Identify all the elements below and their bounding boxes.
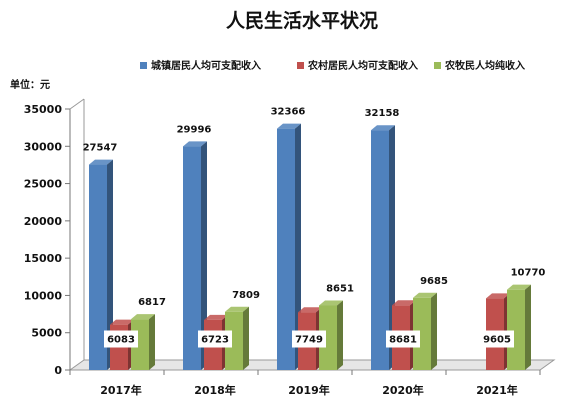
y-axis-depth-line: [69, 98, 85, 110]
data-labels: 27547 6083 6817 29996 6723 7809 32366 7749 8651 3…: [83, 107, 546, 348]
bar: [507, 284, 531, 370]
chart-title: 人民生活水平状况: [226, 9, 378, 32]
unit-label: 单位：元: [10, 78, 50, 91]
y-tick-label: 30000: [24, 140, 63, 153]
legend-label: 农牧民人均纯收入: [444, 59, 525, 72]
bar: [277, 123, 301, 370]
x-tick-label: 2018年: [194, 383, 236, 397]
data-label: 6083: [107, 335, 135, 346]
bar-top: [110, 319, 134, 325]
bar-top: [298, 307, 322, 313]
bar-top: [225, 306, 249, 312]
y-tick-label: 0: [54, 364, 62, 377]
legend-swatch: [140, 62, 147, 69]
bar-front: [507, 289, 525, 370]
x-tick-label: 2017年: [100, 383, 142, 397]
legend: 城镇居民人均可支配收入 农村居民人均可支配收入 农牧民人均纯收入: [140, 59, 525, 72]
bar-side: [525, 284, 531, 370]
bar: [413, 292, 437, 370]
data-label: 8681: [389, 335, 417, 346]
bar-front: [89, 164, 107, 370]
bar: [319, 300, 343, 370]
data-label-box: [198, 330, 232, 348]
data-label-box: [292, 330, 326, 348]
y-tick-label: 10000: [24, 289, 63, 302]
data-label: 10770: [511, 268, 546, 279]
bar-side: [107, 159, 113, 370]
data-label: 9685: [420, 276, 448, 287]
data-label: 8651: [326, 283, 354, 294]
data-label: 32158: [365, 108, 400, 119]
data-label: 7749: [295, 335, 323, 346]
bar-side: [431, 292, 437, 370]
bar-side: [337, 300, 343, 370]
legend-label: 城镇居民人均可支配收入: [151, 59, 261, 72]
bar-front: [183, 146, 201, 370]
bar: [89, 159, 113, 370]
x-tick-label: 2019年: [288, 383, 330, 397]
data-label: 29996: [177, 124, 212, 135]
data-label: 6817: [138, 297, 166, 308]
y-tick-label: 35000: [24, 103, 63, 116]
bar-top: [507, 284, 531, 290]
bar-side: [149, 314, 155, 370]
x-tick-label: 2020年: [382, 383, 424, 397]
bar-front: [413, 297, 431, 370]
data-label-box: [104, 330, 138, 348]
bar-top: [392, 300, 416, 306]
bar-top: [89, 159, 113, 165]
y-tick-label: 5000: [31, 327, 62, 340]
bar: [225, 306, 249, 370]
bar-top: [319, 300, 343, 306]
data-label-box: [386, 330, 420, 348]
bar-top: [486, 293, 510, 299]
bar-side: [243, 306, 249, 370]
bar-top: [131, 314, 155, 320]
data-label: 27547: [83, 143, 118, 154]
data-label: 6723: [201, 335, 229, 346]
legend-swatch: [297, 62, 304, 69]
data-label: 32366: [271, 107, 306, 118]
bar: [183, 141, 207, 370]
data-label-box: [480, 330, 514, 348]
bar-front: [371, 130, 389, 370]
y-tick-label: 20000: [24, 215, 63, 228]
bar-top: [371, 125, 395, 131]
y-tick-label: 25000: [24, 178, 63, 191]
data-label: 7809: [232, 290, 260, 301]
bar-front: [319, 305, 337, 370]
bar-top: [183, 141, 207, 147]
bar-top: [204, 314, 228, 320]
bar-front: [225, 311, 243, 370]
bar-side: [295, 123, 301, 370]
bar-side: [201, 141, 207, 370]
bar-front: [277, 128, 295, 370]
x-tick-label: 2021年: [476, 383, 518, 397]
legend-swatch: [434, 62, 441, 69]
bar-top: [413, 292, 437, 298]
y-tick-label: 15000: [24, 252, 63, 265]
bar-top: [277, 123, 301, 129]
data-label: 9605: [483, 335, 511, 346]
legend-label: 农村居民人均可支配收入: [307, 59, 418, 72]
